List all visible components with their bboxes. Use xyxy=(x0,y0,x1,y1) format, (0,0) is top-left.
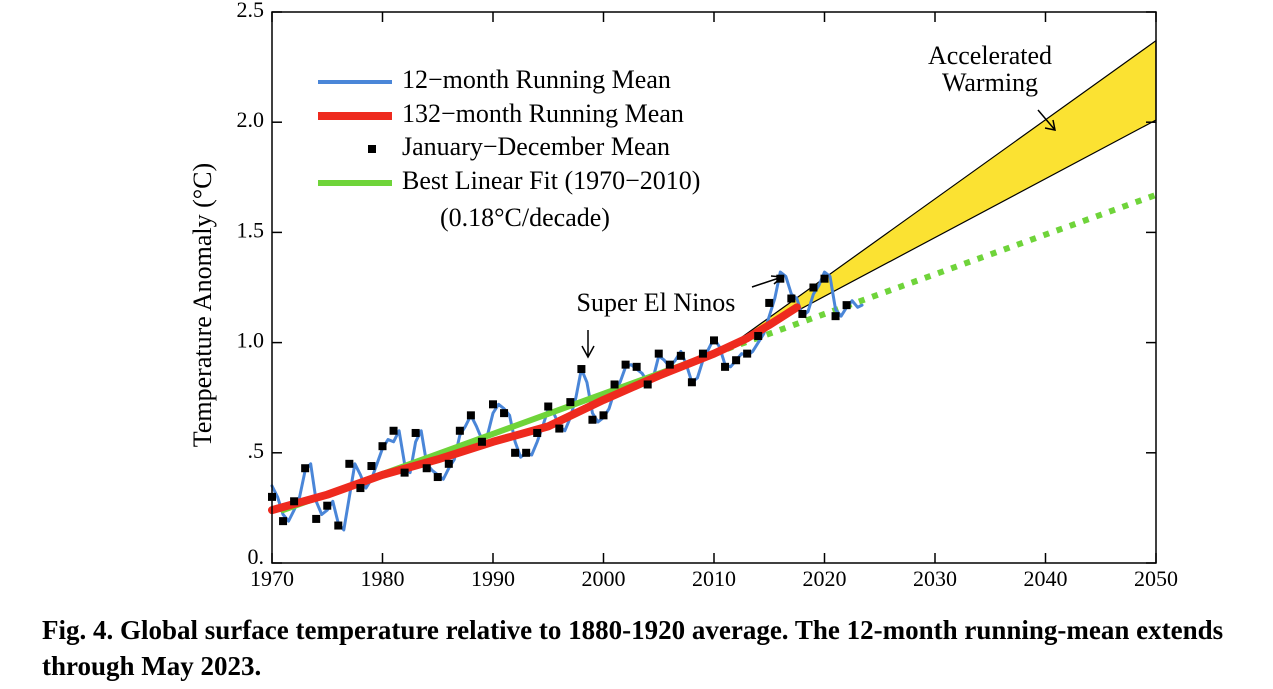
data-point xyxy=(444,459,453,468)
annotation-arrow xyxy=(581,330,595,359)
data-point xyxy=(676,351,685,360)
data-point xyxy=(533,428,542,437)
data-point xyxy=(323,501,332,510)
y-tick-label: 2.0 xyxy=(237,107,265,132)
data-point xyxy=(544,402,553,411)
data-point xyxy=(301,464,310,473)
caption: Fig. 4. Global surface temperature relat… xyxy=(42,615,1224,681)
x-tick-label: 2040 xyxy=(1024,566,1068,591)
data-point xyxy=(500,409,509,418)
data-point xyxy=(809,283,818,292)
data-point xyxy=(400,468,409,477)
data-point xyxy=(820,274,829,283)
data-point xyxy=(290,497,299,506)
x-tick-label: 1980 xyxy=(361,566,405,591)
data-point xyxy=(632,362,641,371)
data-point xyxy=(279,517,288,526)
data-point xyxy=(577,365,586,374)
data-point xyxy=(422,464,431,473)
x-tick-label: 2050 xyxy=(1134,566,1178,591)
data-point xyxy=(787,294,796,303)
data-point xyxy=(511,448,520,457)
data-point xyxy=(654,349,663,358)
legend-label: January−December Mean xyxy=(402,132,670,161)
y-axis-label: Temperature Anomaly (°C) xyxy=(188,163,217,447)
data-point xyxy=(732,356,741,365)
legend-label: Best Linear Fit (1970−2010) xyxy=(402,166,700,195)
data-point xyxy=(765,298,774,307)
y-tick-label: 1.5 xyxy=(237,217,265,242)
data-point xyxy=(345,459,354,468)
warming-band xyxy=(724,39,1157,350)
annotation-arrow xyxy=(751,275,784,288)
fit-note: (0.18°C/decade) xyxy=(440,203,610,232)
data-point xyxy=(555,424,564,433)
y-tick-label: 2.5 xyxy=(237,0,265,22)
x-tick-label: 1990 xyxy=(471,566,515,591)
data-point xyxy=(599,411,608,420)
y-tick-label: .5 xyxy=(248,438,265,463)
data-point xyxy=(643,380,652,389)
data-point xyxy=(433,473,442,482)
chart: Temperature Anomaly (°C) 0. .5 1.0 1.5 2.0 2.… xyxy=(188,0,1178,591)
data-point xyxy=(743,349,752,358)
annotation: Accelerated xyxy=(928,41,1052,70)
annotation: Warming xyxy=(942,68,1038,97)
data-point xyxy=(312,514,321,523)
data-point xyxy=(698,349,707,358)
data-point xyxy=(566,398,575,407)
data-point xyxy=(621,360,630,369)
x-tick-label: 2030 xyxy=(913,566,957,591)
data-point xyxy=(754,331,763,340)
data-point xyxy=(489,400,497,409)
data-point xyxy=(798,309,807,318)
x-tick-label: 2000 xyxy=(582,566,626,591)
annotation: Super El Ninos xyxy=(577,288,736,317)
data-point xyxy=(522,448,531,457)
data-point xyxy=(710,336,718,345)
data-point xyxy=(477,437,486,446)
x-tick-label: 1970 xyxy=(250,566,294,591)
data-point xyxy=(721,362,730,371)
series-line xyxy=(268,303,801,515)
data-point xyxy=(466,411,475,420)
x-tick-label: 2010 xyxy=(692,566,736,591)
data-point xyxy=(687,378,696,387)
legend-label: 12−month Running Mean xyxy=(402,65,671,94)
data-point xyxy=(831,312,840,321)
data-point xyxy=(334,521,343,530)
annotation-arrow xyxy=(1037,109,1056,131)
legend-swatch xyxy=(368,145,376,153)
data-point xyxy=(455,426,464,435)
data-point xyxy=(378,442,387,451)
data-point xyxy=(367,462,376,471)
data-point xyxy=(665,360,674,369)
data-point xyxy=(389,426,398,435)
y-tick-label: 1.0 xyxy=(237,328,265,353)
data-point xyxy=(842,301,851,310)
legend-label: 132−month Running Mean xyxy=(402,99,684,128)
data-point xyxy=(356,484,365,493)
data-point xyxy=(588,415,597,424)
x-tick-label: 2020 xyxy=(803,566,847,591)
data-point xyxy=(411,428,420,437)
data-point xyxy=(610,380,619,389)
y-tick-label: 0. xyxy=(248,544,265,569)
